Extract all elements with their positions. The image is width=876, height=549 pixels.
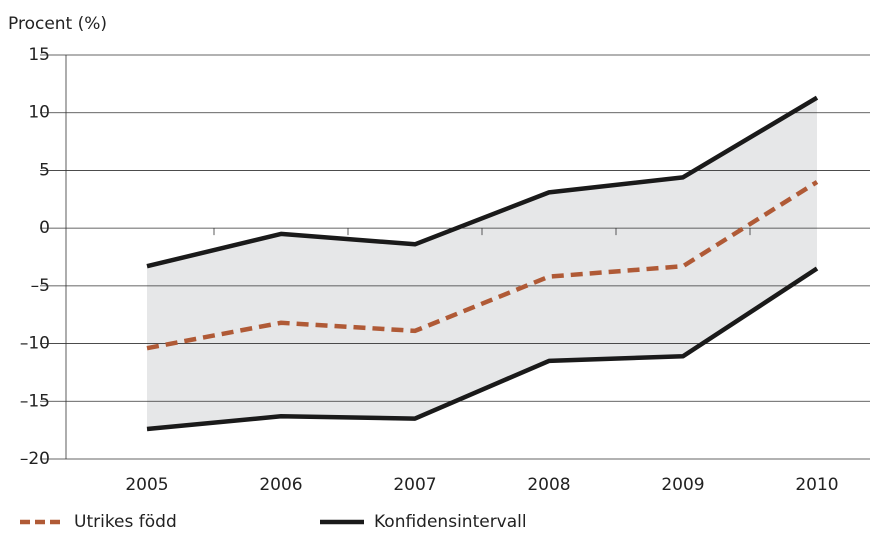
legend-label: Utrikes född [74,512,177,532]
y-tick-label: –20 [20,449,50,469]
series-line [146,180,819,351]
confidence-band [147,97,817,429]
y-tick-label: –15 [20,391,50,411]
confidence-line [146,95,819,269]
y-tick-label: 10 [28,103,50,123]
y-tick-label: 15 [28,45,50,65]
x-tick-label: 2006 [259,475,302,495]
confidence-line [146,266,819,432]
x-tick-label: 2007 [393,475,436,495]
y-tick-label: –10 [20,334,50,354]
x-tick-label: 2009 [661,475,704,495]
x-tick-label: 2005 [125,475,168,495]
x-tick-label: 2010 [795,475,838,495]
legend-label: Konfidensintervall [374,512,527,532]
axis-title: Procent (%) [8,14,107,34]
x-tick-label: 2008 [527,475,570,495]
